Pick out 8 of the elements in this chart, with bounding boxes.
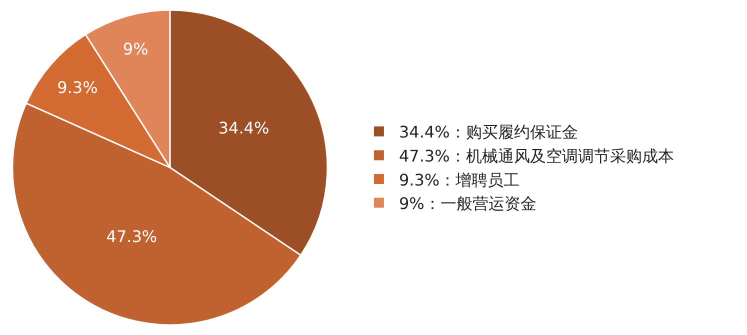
data-label: 34.4%	[218, 118, 270, 138]
legend-label: 9%：一般营运资金	[398, 194, 536, 214]
legend-label: 47.3%：机械通风及空调调节采购成本	[398, 146, 674, 166]
legend-label: 34.4%：购买履约保证金	[398, 122, 578, 142]
data-label: 9.3%	[57, 78, 98, 98]
data-label: 9%	[122, 40, 148, 59]
legend-label: 9.3%：增聘员工	[398, 170, 520, 190]
data-label: 47.3%	[106, 227, 158, 246]
